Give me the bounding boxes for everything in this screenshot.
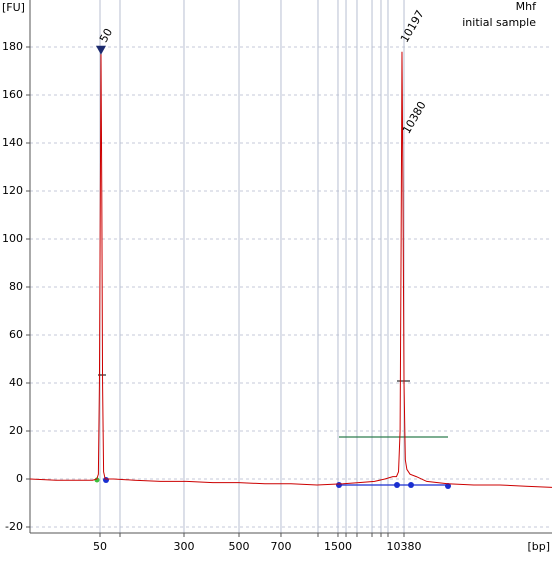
y-tick-label: -20 xyxy=(5,520,23,533)
y-tick-label: 40 xyxy=(9,376,23,389)
baseline-dot xyxy=(394,482,400,488)
baseline-dot xyxy=(103,477,109,483)
x-tick-label: 1500 xyxy=(324,540,352,553)
y-tick-label: 80 xyxy=(9,280,23,293)
x-axis-label: [bp] xyxy=(527,540,550,553)
y-tick-label: 60 xyxy=(9,328,23,341)
y-tick-label: 0 xyxy=(16,472,23,485)
y-tick-label: 100 xyxy=(2,232,23,245)
baseline-dot xyxy=(94,477,100,483)
baseline-dot xyxy=(445,483,451,489)
x-tick-label: 500 xyxy=(229,540,250,553)
y-tick-label: 180 xyxy=(2,40,23,53)
y-tick-label: 160 xyxy=(2,88,23,101)
x-tick-label: 50 xyxy=(93,540,107,553)
baseline-dot xyxy=(336,482,342,488)
peak-label: 50 xyxy=(97,26,115,45)
x-tick-label: 10380 xyxy=(387,540,422,553)
baseline-dot xyxy=(408,482,414,488)
region-markers xyxy=(94,374,451,489)
peak-marker xyxy=(95,45,106,55)
trace xyxy=(29,51,553,488)
x-tick-label: 300 xyxy=(173,540,194,553)
y-axis-label: [FU] xyxy=(2,1,25,14)
sample-description: initial sample xyxy=(462,16,536,29)
x-tick-label: 700 xyxy=(270,540,291,553)
y-tick-label: 20 xyxy=(9,424,23,437)
y-tick-label: 140 xyxy=(2,136,23,149)
sample-name: Mhf xyxy=(516,0,537,13)
grid xyxy=(30,0,552,533)
y-tick-label: 120 xyxy=(2,184,23,197)
